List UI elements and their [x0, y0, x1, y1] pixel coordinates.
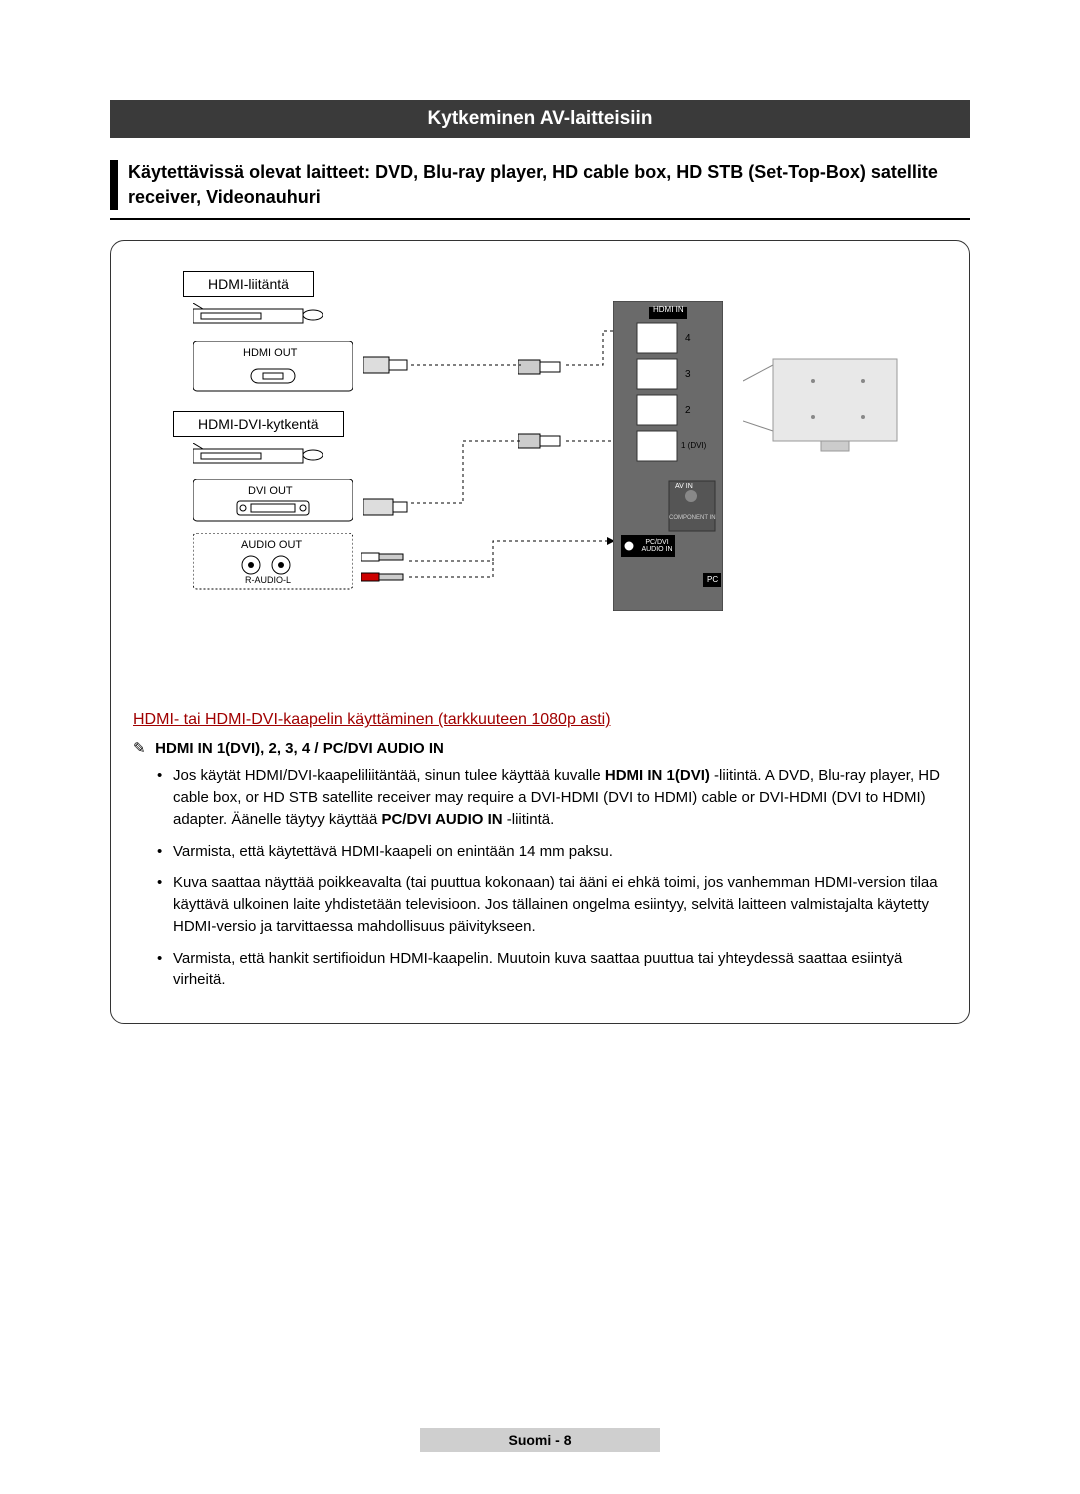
tv-back-panel-icon	[613, 301, 723, 611]
bullet-item: Jos käytät HDMI/DVI-kaapeliliitäntää, si…	[173, 765, 947, 830]
bullet-text-pre: Jos käytät HDMI/DVI-kaapeliliitäntää, si…	[173, 767, 605, 784]
connection-diagram: HDMI-liitäntä HDMI OUT HDMI-DVI-kytkentä	[133, 271, 947, 691]
footer-page: 8	[564, 1432, 572, 1448]
footer-sep: -	[551, 1432, 563, 1448]
bullet-bold-1: HDMI IN 1(DVI)	[605, 767, 710, 784]
body-text-section: HDMI- tai HDMI-DVI-kaapelin käyttäminen …	[133, 711, 947, 991]
footer-lang: Suomi	[508, 1432, 551, 1448]
bullet-text-post: -liitintä.	[503, 811, 555, 828]
note-heading-line: ✎ HDMI IN 1(DVI), 2, 3, 4 / PC/DVI AUDIO…	[133, 739, 947, 757]
tv-monitor-icon	[743, 351, 903, 461]
bullet-bold-2: PC/DVI AUDIO IN	[381, 811, 502, 828]
subheading-accent	[110, 160, 118, 210]
bullet-item: Kuva saattaa näyttää poikkeavalta (tai p…	[173, 872, 947, 937]
bullet-list: Jos käytät HDMI/DVI-kaapeliliitäntää, si…	[133, 765, 947, 991]
port2-label: 2	[685, 405, 691, 416]
note-icon: ✎	[133, 739, 151, 757]
pc-dvi-audio-label: PC/DVI AUDIO IN	[637, 539, 677, 553]
note-heading-text: HDMI IN 1(DVI), 2, 3, 4 / PC/DVI AUDIO I…	[155, 740, 444, 757]
subheading-text: Käytettävissä olevat laitteet: DVD, Blu-…	[128, 160, 970, 210]
diagram-container: HDMI-liitäntä HDMI OUT HDMI-DVI-kytkentä	[110, 240, 970, 1024]
subheading-row: Käytettävissä olevat laitteet: DVD, Blu-…	[110, 160, 970, 220]
page-footer: Suomi - 8	[420, 1428, 660, 1452]
port1-label: 1 (DVI)	[681, 441, 706, 450]
cable-lines	[133, 271, 953, 691]
bullet-item: Varmista, että hankit sertifioidun HDMI-…	[173, 948, 947, 992]
component-in-label: COMPONENT IN	[669, 515, 716, 521]
hdmi-in-label: HDMI IN	[653, 305, 684, 314]
port4-label: 4	[685, 333, 691, 344]
pc-label: PC	[707, 575, 718, 584]
av-in-label: AV IN	[675, 483, 693, 490]
port3-label: 3	[685, 369, 691, 380]
section-title-bar: Kytkeminen AV-laitteisiin	[110, 100, 970, 138]
red-section-title: HDMI- tai HDMI-DVI-kaapelin käyttäminen …	[133, 711, 947, 729]
bullet-item: Varmista, että käytettävä HDMI-kaapeli o…	[173, 841, 947, 863]
